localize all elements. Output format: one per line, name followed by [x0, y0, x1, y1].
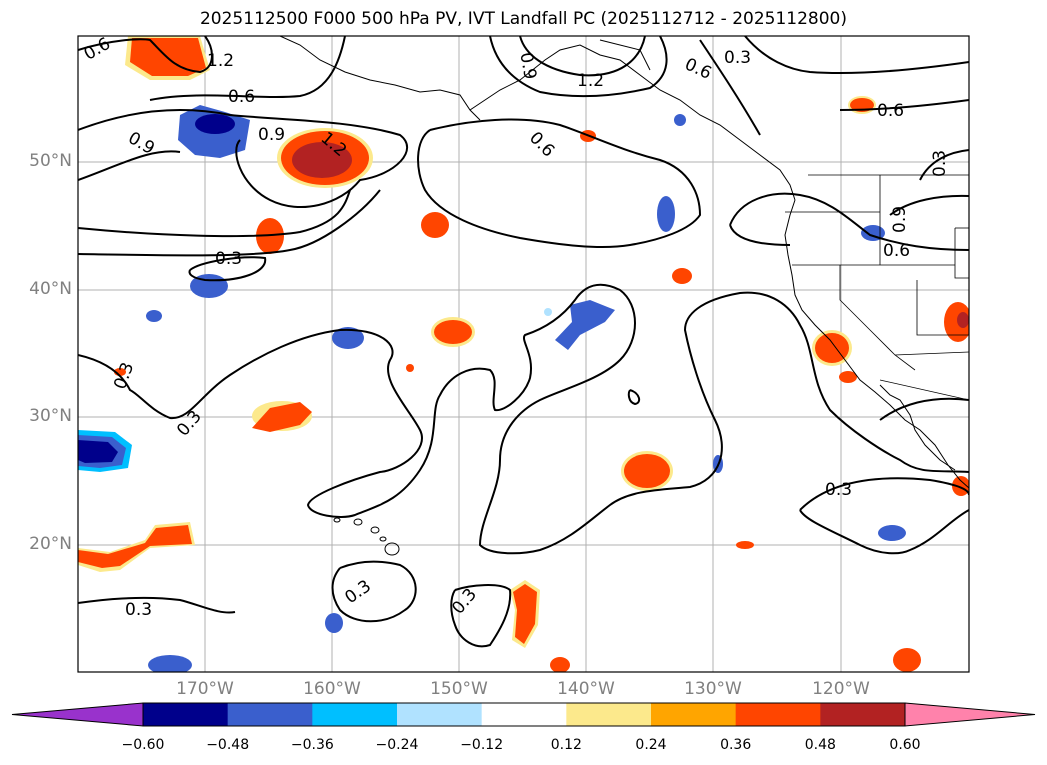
contour-label: 0.3	[215, 249, 242, 269]
colorbar-frame	[142, 702, 906, 727]
lat-label-30n: 30°N	[29, 406, 72, 426]
lon-label-160w: 160°W	[303, 679, 361, 699]
contour-label: 0.6	[883, 241, 910, 261]
hawaii-islands	[333, 517, 400, 556]
colorbar-segment	[397, 703, 483, 726]
contour-label: 0.3	[825, 480, 852, 500]
lon-label-120w: 120°W	[812, 679, 870, 699]
map-frame	[77, 35, 970, 673]
colorbar-segment	[566, 703, 652, 726]
colorbar-tick-label: −0.60	[121, 737, 165, 753]
contour-label: 0.3	[930, 150, 950, 177]
map-panel: 0.6 1.2 0.9 0.6 0.9 1.2 0.9 1.2 0.6 0.3 …	[77, 34, 970, 673]
coastlines	[279, 36, 969, 489]
colorbar-segment	[481, 703, 567, 726]
colorbar-tick-label: 0.24	[635, 737, 667, 753]
colorbar-segment	[651, 703, 737, 726]
colorbar-tick-label: −0.12	[460, 737, 504, 753]
colorbar-tick-label: −0.24	[375, 737, 419, 753]
pv-contours	[78, 36, 969, 648]
contour-label: 0.3	[125, 600, 152, 620]
contour-label: 1.2	[577, 71, 604, 91]
colorbar-tick-label: −0.36	[290, 737, 334, 753]
lat-label-20n: 20°N	[29, 534, 72, 554]
colorbar-extend-low	[11, 702, 144, 727]
colorbar-segment	[735, 703, 821, 726]
contour-label: 0.9	[890, 206, 910, 233]
negative-anomaly-shading	[78, 105, 906, 672]
lon-label-140w: 140°W	[557, 679, 615, 699]
contour-label: 0.3	[724, 48, 751, 68]
positive-anomaly-shading	[78, 36, 969, 672]
colorbar-segment	[820, 703, 906, 726]
lon-label-130w: 130°W	[684, 679, 742, 699]
colorbar-tick-label: −0.48	[206, 737, 250, 753]
lon-label-150w: 150°W	[430, 679, 488, 699]
lat-label-40n: 40°N	[29, 279, 72, 299]
contour-label: 1.2	[207, 51, 234, 71]
contour-label: 0.9	[258, 125, 285, 145]
contour-label: 0.6	[228, 87, 255, 107]
colorbar-segment	[143, 703, 229, 726]
lat-label-50n: 50°N	[29, 151, 72, 171]
colorbar-tick-label: 0.48	[804, 737, 836, 753]
colorbar-tick-label: 0.60	[889, 737, 921, 753]
contour-label: 0.9	[515, 51, 539, 81]
colorbar-segments	[11, 702, 1036, 727]
colorbar-tick-label: 0.12	[550, 737, 582, 753]
colorbar-segment	[312, 703, 398, 726]
colorbar-tick-label: 0.36	[720, 737, 752, 753]
colorbar-segment	[227, 703, 313, 726]
lon-label-170w: 170°W	[176, 679, 234, 699]
map-title: 2025112500 F000 500 hPa PV, IVT Landfall…	[199, 9, 847, 29]
colorbar-extend-high	[904, 702, 1036, 727]
political-borders	[785, 174, 969, 401]
contour-label: 0.6	[877, 101, 904, 121]
